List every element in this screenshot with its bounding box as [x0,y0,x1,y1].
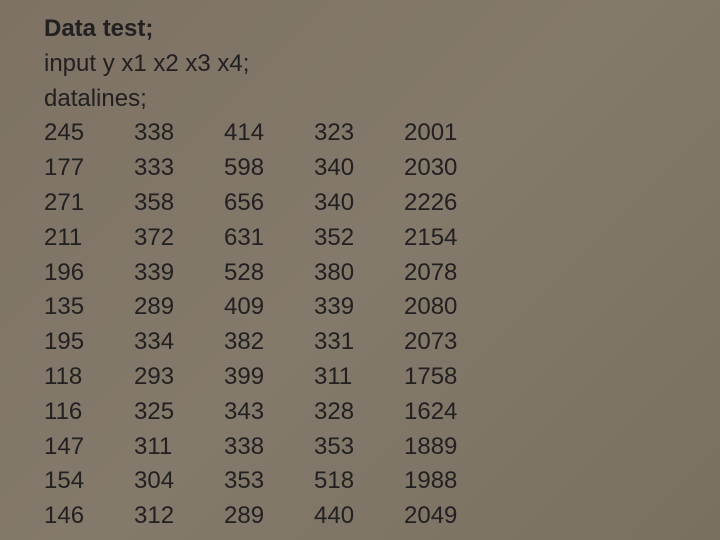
table-cell: 289 [134,290,224,325]
table-row: 1352894093392080 [44,290,494,325]
table-cell: 177 [44,151,134,186]
table-cell: 388 [224,534,314,540]
table-cell: 118 [44,360,134,395]
table-cell: 1758 [404,360,494,395]
table-cell: 195 [44,325,134,360]
table-row: 1182933993111758 [44,360,494,395]
table-cell: 598 [224,151,314,186]
table-cell: 276 [314,534,404,540]
table-cell: 245 [44,116,134,151]
table-row: 1773335983402030 [44,151,494,186]
table-cell: 311 [314,360,404,395]
table-row: 1543043535181988 [44,464,494,499]
table-cell: 353 [224,464,314,499]
table-row: 1463122894402049 [44,499,494,534]
table-cell: 2154 [404,221,494,256]
table-cell: 399 [224,360,314,395]
table-cell: 116 [44,395,134,430]
table-cell: 2078 [404,256,494,291]
table-cell: 1624 [404,395,494,430]
table-cell: 352 [314,221,404,256]
table-cell: 340 [314,186,404,221]
table-cell: 312 [134,499,224,534]
table-row: 2113726313522154 [44,221,494,256]
table-cell: 2226 [404,186,494,221]
table-cell: 1889 [404,430,494,465]
table-cell: 2001 [404,116,494,151]
data-table: 2453384143232001177333598340203027135865… [44,116,494,540]
table-cell: 414 [224,116,314,151]
table-cell: 528 [224,256,314,291]
table-cell: 334 [134,325,224,360]
table-cell: 211 [44,221,134,256]
table-cell: 338 [134,116,224,151]
table-row: 1152833882761796 [44,534,494,540]
table-cell: 353 [314,430,404,465]
table-row: 1963395283802078 [44,256,494,291]
table-cell: 325 [134,395,224,430]
table-cell: 339 [314,290,404,325]
table-cell: 271 [44,186,134,221]
table-row: 1953343823312073 [44,325,494,360]
code-line-2: input y x1 x2 x3 x4; [44,47,720,82]
table-cell: 331 [314,325,404,360]
table-cell: 311 [134,430,224,465]
table-row: 2713586563402226 [44,186,494,221]
table-cell: 2080 [404,290,494,325]
table-cell: 293 [134,360,224,395]
table-cell: 380 [314,256,404,291]
table-cell: 372 [134,221,224,256]
code-line-3: datalines; [44,82,720,117]
table-cell: 358 [134,186,224,221]
table-cell: 340 [314,151,404,186]
table-cell: 656 [224,186,314,221]
table-cell: 1988 [404,464,494,499]
table-cell: 2073 [404,325,494,360]
table-cell: 283 [134,534,224,540]
table-cell: 1796 [404,534,494,540]
table-cell: 2049 [404,499,494,534]
table-cell: 304 [134,464,224,499]
table-cell: 440 [314,499,404,534]
table-cell: 328 [314,395,404,430]
table-cell: 196 [44,256,134,291]
table-cell: 518 [314,464,404,499]
table-cell: 323 [314,116,404,151]
table-cell: 382 [224,325,314,360]
slide: Data test; input y x1 x2 x3 x4; dataline… [0,0,720,540]
table-cell: 154 [44,464,134,499]
table-cell: 631 [224,221,314,256]
code-line-1: Data test; [44,12,720,47]
table-cell: 115 [44,534,134,540]
table-cell: 289 [224,499,314,534]
table-cell: 339 [134,256,224,291]
table-cell: 146 [44,499,134,534]
table-cell: 409 [224,290,314,325]
table-row: 1473113383531889 [44,430,494,465]
table-cell: 338 [224,430,314,465]
table-row: 1163253433281624 [44,395,494,430]
table-cell: 147 [44,430,134,465]
table-cell: 333 [134,151,224,186]
table-cell: 135 [44,290,134,325]
table-cell: 2030 [404,151,494,186]
table-row: 2453384143232001 [44,116,494,151]
table-cell: 343 [224,395,314,430]
